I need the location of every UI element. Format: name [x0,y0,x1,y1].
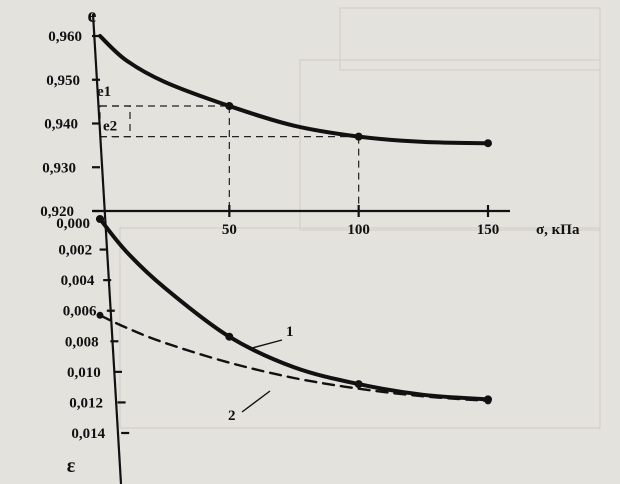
y-tick-label-eps: 0,014 [71,426,105,442]
series [96,34,492,405]
scan-table-frame [299,59,601,231]
y-tick-label-eps: 0,004 [61,273,95,289]
curve-1-point [96,215,104,223]
series-1-leader [251,339,283,349]
background-scan-texture [119,7,601,429]
curve-2-line [98,314,490,403]
y-tick-label-eps: 0,010 [67,365,101,381]
e-curve-line [98,34,490,146]
y-tick-label-eps: 0,012 [69,395,103,411]
annotation-e1: e1 [97,84,111,100]
y-tick-label-eps: 0,000 [56,216,90,232]
annotation-e2: e2 [103,119,117,135]
y-axis-title-e: e [88,5,97,27]
y-tick-label-eps: 0,002 [58,243,92,259]
e-curve-point [484,139,492,148]
series-2-leader [241,390,271,413]
e-curve-point [225,102,234,110]
annotations: e ε σ, кПа e1 e2 1 2 [67,5,580,477]
y-tick-label-e: 0,940 [44,117,78,133]
curve-1-point [354,380,363,389]
curve-1-line [98,217,490,402]
y-tick-label-e: 0,960 [48,29,82,45]
y-tick-label-e: 0,930 [42,160,76,176]
e-curve-point [354,132,363,141]
x-tick-label: 150 [477,222,500,238]
y-tick-label-e: 0,950 [46,73,80,89]
curve-2-point [96,311,104,319]
y-tick-label-e: 0,920 [40,204,74,220]
scan-table-frame [119,227,601,429]
y-tick-label-eps: 0,006 [63,304,97,320]
guide-lines [99,105,360,211]
axes [91,13,510,484]
delta-e-bracket [99,105,131,138]
curve-2-point [484,397,492,405]
tick-labels: 0,960 0,950 0,940 0,930 0,920 50 100 150 0,000 0,… [40,29,499,442]
curve-1-point [225,332,234,341]
series-2-label: 2 [228,408,236,424]
scan-table-frame [339,7,601,71]
x-tick-label: 50 [222,222,237,238]
y-tick-label-eps: 0,008 [65,334,99,350]
y-axis-title-eps: ε [67,455,76,477]
x-axis-title: σ, кПа [536,222,580,238]
series-1-label: 1 [286,324,294,340]
x-tick-label: 100 [347,222,370,238]
